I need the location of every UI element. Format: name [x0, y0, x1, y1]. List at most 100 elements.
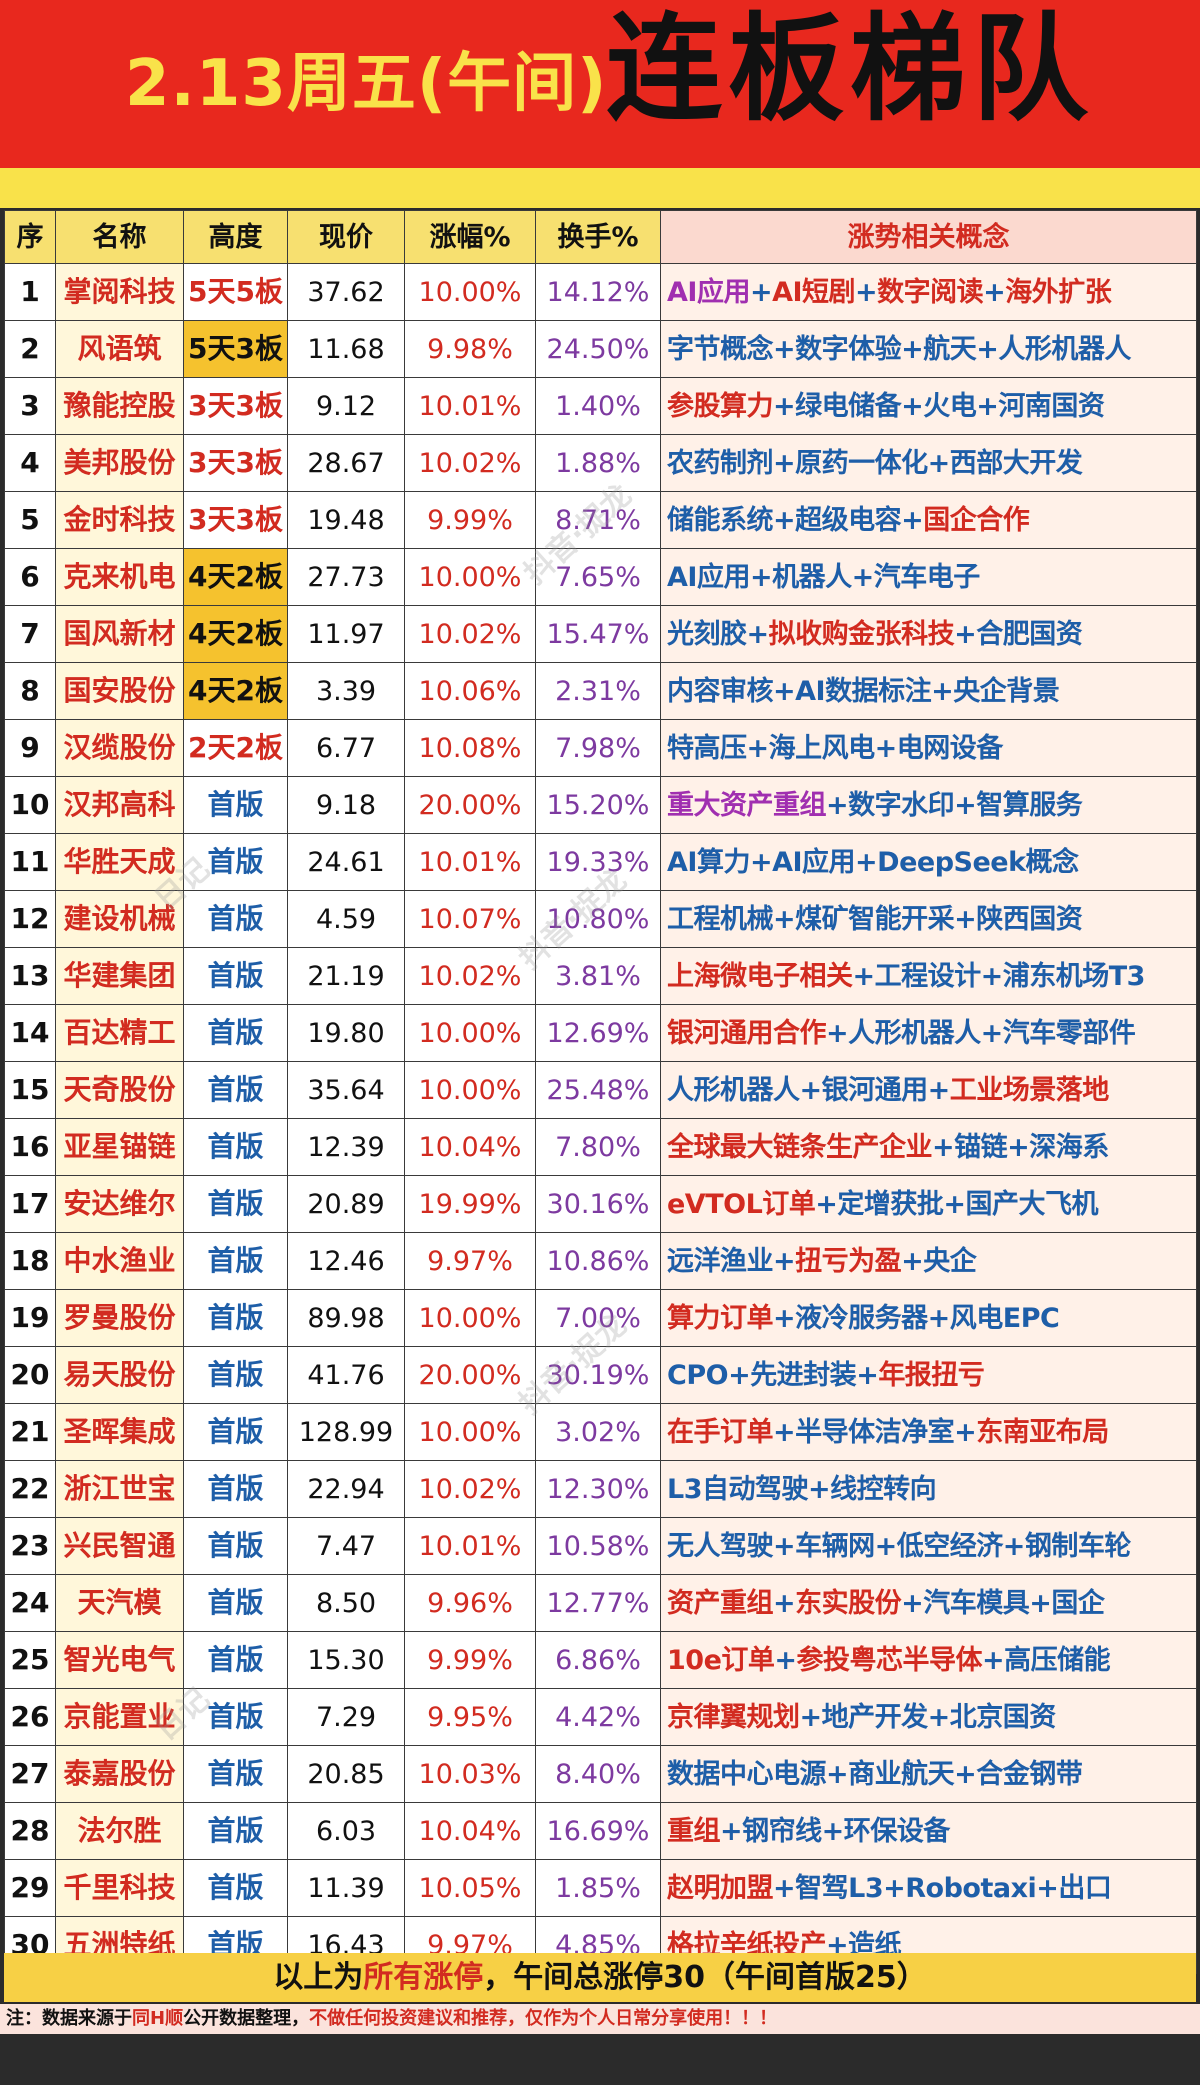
current-price: 11.39	[287, 1859, 405, 1917]
current-price: 20.85	[287, 1745, 405, 1803]
table-row: 10 汉邦高科 首版 9.18 20.00% 15.20% 重大资产重组+数字水印+智算服务	[4, 776, 1197, 834]
table-row: 18 中水渔业 首版 12.46 9.97% 10.86% 远洋渔业+扭亏为盈+央企	[4, 1232, 1197, 1290]
stock-name: 掌阅科技	[55, 263, 184, 321]
footnote-source: 同H顺	[132, 2008, 184, 2029]
concept-cell: AI算力+AI应用+DeepSeek概念	[660, 833, 1197, 891]
change-pct: 10.04%	[404, 1118, 536, 1176]
concept-cell: 全球最大链条生产企业+锚链+深海系	[660, 1118, 1197, 1176]
change-pct: 10.00%	[404, 1061, 536, 1119]
board-height: 首版	[183, 1346, 288, 1404]
turnover-pct: 1.88%	[535, 434, 661, 492]
current-price: 11.68	[287, 320, 405, 378]
yellow-strip	[0, 168, 1200, 374]
stock-name: 百达精工	[55, 1004, 184, 1062]
board-height: 3天3板	[183, 377, 288, 435]
turnover-pct: 7.98%	[535, 719, 661, 777]
plus-separator: +	[773, 1302, 796, 1334]
concept-tag: 拟收购金张科技	[768, 618, 955, 650]
current-price: 15.30	[287, 1631, 405, 1689]
plus-separator: +	[1007, 1131, 1030, 1163]
change-pct: 9.99%	[404, 491, 536, 549]
concept-tag: 数字水印	[848, 789, 955, 821]
plus-separator: +	[931, 675, 954, 707]
concept-tag: 农药制剂	[667, 447, 774, 479]
concept-tag: AI短剧	[772, 276, 856, 308]
table-row: 17 安达维尔 首版 20.89 19.99% 30.16% eVTOL订单+定增获批+国产…	[4, 1175, 1197, 1233]
plus-separator: +	[826, 1758, 849, 1790]
board-height: 首版	[183, 1460, 288, 1518]
stock-name: 安达维尔	[55, 1175, 184, 1233]
change-pct: 10.07%	[404, 890, 536, 948]
concept-tag: 半导体洁净室	[795, 1416, 955, 1448]
current-price: 9.18	[287, 776, 405, 834]
stock-name: 豫能控股	[55, 377, 184, 435]
col-header-index: 序	[4, 210, 56, 264]
concept-tag: 海上风电	[768, 732, 876, 764]
board-height: 2天2板	[183, 719, 288, 777]
header-date: 2.13周五(午间)	[125, 47, 608, 121]
concept-tag: 超级电容	[795, 504, 902, 536]
table-row: 23 兴民智通 首版 7.47 10.01% 10.58% 无人驾驶+车辆网+低空经济+钢制…	[4, 1517, 1197, 1575]
concept-cell: 算力订单+液冷服务器+风电EPC	[660, 1289, 1197, 1347]
table-row: 14 百达精工 首版 19.80 10.00% 12.69% 银河通用合作+人形机器人+汽车…	[4, 1004, 1197, 1062]
board-height: 3天3板	[183, 434, 288, 492]
plus-separator: +	[982, 1644, 1005, 1676]
concept-tag: 扭亏为盈	[795, 1245, 902, 1277]
board-height: 首版	[183, 1289, 288, 1347]
concept-cell: 特高压+海上风电+电网设备	[660, 719, 1197, 777]
plus-separator: +	[927, 447, 951, 479]
plus-separator: +	[749, 561, 773, 593]
plus-separator: +	[826, 1929, 849, 1961]
current-price: 12.46	[287, 1232, 405, 1290]
board-height: 首版	[183, 1574, 288, 1632]
turnover-pct: 3.81%	[535, 947, 661, 1005]
concept-tag: 海外扩张	[1005, 276, 1112, 308]
plus-separator: +	[954, 1416, 977, 1448]
concept-tag: 火电	[923, 390, 977, 422]
concept-tag: 浦东机场T3	[1002, 960, 1146, 992]
turnover-pct: 3.02%	[535, 1403, 661, 1461]
stock-name: 克来机电	[55, 548, 184, 606]
footnote: 注：数据来源于同H顺公开数据整理，不做任何投资建议和推荐，仅作为个人日常分享使用…	[0, 2004, 1200, 2034]
concept-tag: 光刻胶	[667, 618, 747, 650]
stock-name: 易天股份	[55, 1346, 184, 1404]
concept-tag: 银河通用	[821, 1074, 929, 1106]
plus-separator: +	[874, 732, 898, 764]
change-pct: 10.01%	[404, 833, 536, 891]
concept-tag: 特高压	[667, 732, 747, 764]
change-pct: 10.02%	[404, 1460, 536, 1518]
summary-suffix: ，午间总涨停30（午间首版25）	[483, 1960, 927, 1995]
concept-cell: 无人驾驶+车辆网+低空经济+钢制车轮	[660, 1517, 1197, 1575]
concept-cell: 参股算力+绿电储备+火电+河南国资	[660, 377, 1197, 435]
stock-name: 风语筑	[55, 320, 184, 378]
current-price: 7.47	[287, 1517, 405, 1575]
plus-separator: +	[851, 561, 875, 593]
summary-highlight: 所有涨停	[363, 1960, 484, 1995]
plus-separator: +	[773, 504, 796, 536]
change-pct: 10.06%	[404, 662, 536, 720]
table-row: 27 泰嘉股份 首版 20.85 10.03% 8.40% 数据中心电源+商业航天+合金钢带	[4, 1745, 1197, 1803]
turnover-pct: 8.71%	[535, 491, 661, 549]
footnote-disclaimer: 不做任何投资建议和推荐，仅作为个人日常分享使用！！！	[309, 2008, 778, 2029]
table-row: 28 法尔胜 首版 6.03 10.04% 16.69% 重组+钢帘线+环保设备	[4, 1802, 1197, 1860]
board-height: 首版	[183, 947, 288, 1005]
change-pct: 10.00%	[404, 1289, 536, 1347]
plus-separator: +	[983, 276, 1006, 308]
concept-tag: AI算力	[667, 846, 750, 878]
concept-tag: 陕西国资	[976, 903, 1083, 935]
change-pct: 20.00%	[404, 1346, 536, 1404]
concept-cell: 重大资产重组+数字水印+智算服务	[660, 776, 1197, 834]
concept-tag: 储能系统	[667, 504, 774, 536]
concept-tag: 智驾L3	[795, 1872, 884, 1904]
concept-tag: 钢制车轮	[1024, 1530, 1132, 1562]
plus-separator: +	[746, 732, 770, 764]
row-index: 1	[4, 263, 56, 321]
change-pct: 19.99%	[404, 1175, 536, 1233]
current-price: 35.64	[287, 1061, 405, 1119]
plus-separator: +	[773, 903, 796, 935]
concept-tag: 赵明加盟	[667, 1872, 774, 1904]
change-pct: 20.00%	[404, 776, 536, 834]
concept-tag: 年报扭亏	[878, 1359, 985, 1391]
stock-name: 智光电气	[55, 1631, 184, 1689]
concept-cell: 数据中心电源+商业航天+合金钢带	[660, 1745, 1197, 1803]
